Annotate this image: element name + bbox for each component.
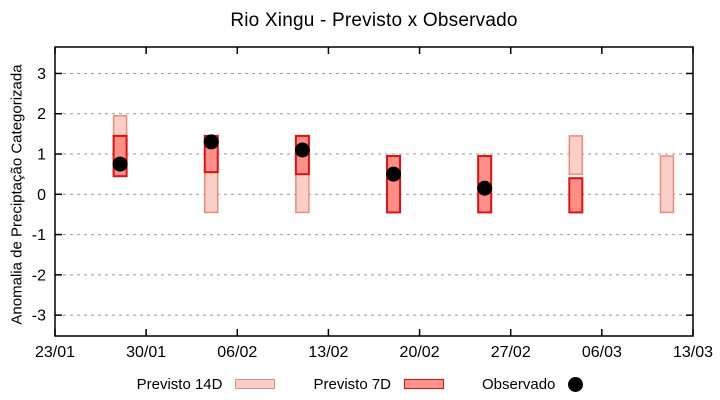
observado-point	[477, 180, 493, 196]
legend-label-previsto-14d: Previsto 14D	[136, 375, 223, 393]
legend-label-previsto-7d: Previsto 7D	[313, 375, 392, 393]
y-tick-label: 2	[37, 106, 46, 123]
x-tick-label: 13/03	[673, 344, 713, 361]
observado-point	[386, 166, 402, 182]
x-tick-label: 20/02	[400, 344, 440, 361]
y-tick-label: 3	[37, 66, 46, 83]
legend-swatch-previsto-7d	[404, 379, 445, 389]
x-tick-label: 27/02	[491, 344, 531, 361]
y-tick-label: 0	[37, 187, 46, 204]
legend-label-observado: Observado	[482, 375, 556, 393]
previsto-7d-bar	[386, 155, 402, 214]
y-tick-label: -2	[32, 267, 46, 284]
y-tick-label: 1	[37, 147, 46, 164]
legend-swatch-previsto-14d	[235, 379, 276, 389]
legend-swatch-observado	[568, 376, 584, 392]
y-tick-label: -1	[32, 227, 46, 244]
previsto-14d-bar	[203, 171, 219, 214]
observado-point	[203, 134, 219, 150]
observado-point	[294, 142, 310, 158]
plot-border	[54, 46, 694, 337]
legend-item-observado: Observado	[482, 375, 584, 393]
x-tick-label: 06/03	[582, 344, 622, 361]
x-tick-label: 23/01	[35, 344, 75, 361]
x-tick-label: 06/02	[217, 344, 257, 361]
previsto-14d-bar	[659, 155, 675, 214]
legend-item-previsto-14d: Previsto 14D	[137, 376, 276, 393]
legend-item-previsto-7d: Previsto 7D	[313, 375, 445, 393]
y-tick-label: -3	[32, 308, 46, 325]
previsto-7d-bar	[568, 177, 584, 214]
chart-title: Rio Xingu - Previsto x Observado	[230, 10, 518, 31]
x-tick-label: 30/01	[126, 344, 166, 361]
legend: Previsto 14D Previsto 7D Observado	[0, 375, 720, 393]
observado-point	[112, 156, 128, 172]
previsto-14d-bar	[568, 135, 584, 175]
x-tick-label: 13/02	[308, 344, 348, 361]
previsto-14d-bar	[295, 173, 310, 214]
